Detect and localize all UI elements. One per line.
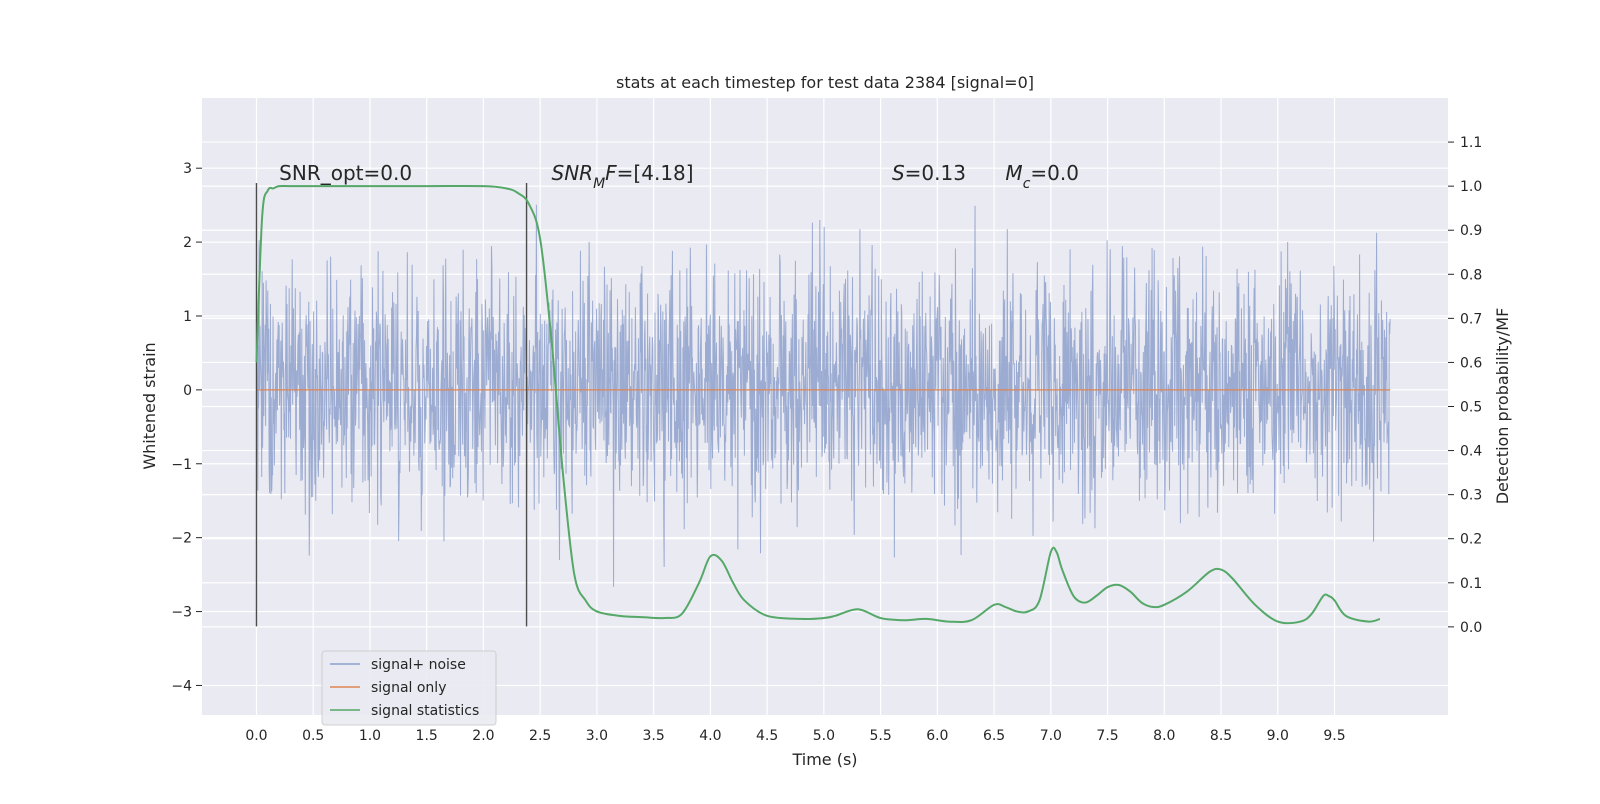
signal-statistics-series (255, 184, 1381, 625)
annotation-snr-opt: SNR_opt=0.0 (279, 161, 412, 185)
annotation-part: =0.13 (905, 161, 966, 185)
x-tick-label: 5.5 (869, 728, 891, 744)
y2-tick-label: 1.1 (1460, 135, 1482, 151)
y-axis-ticks: −4 −3 −2 −1 0 1 2 3 (171, 161, 202, 694)
x-tick-label: 9.0 (1267, 728, 1289, 744)
y2-tick-label: 0.0 (1460, 620, 1482, 636)
x-tick-label: 5.0 (813, 728, 835, 744)
annotation-part: S (892, 161, 905, 185)
signal-plus-noise-line (255, 204, 1391, 587)
x-tick-label: 4.0 (699, 728, 721, 744)
y-tick-label: 1 (183, 309, 192, 325)
y-tick-label: −1 (171, 457, 192, 473)
y2-axis-ticks: 0.0 0.1 0.2 0.3 0.4 0.5 0.6 0.7 0.8 0.9 1.0 1.1 (1448, 135, 1482, 636)
annotation-part: c (1023, 176, 1031, 192)
x-axis-ticks: 0.0 0.5 1.0 1.5 2.0 2.5 3.0 3.5 4.0 4.5 5.0 5.5 6.0 6… (245, 728, 1345, 744)
y-tick-label: −3 (171, 605, 192, 621)
y2-tick-label: 1.0 (1460, 179, 1482, 195)
y-tick-label: 3 (183, 161, 192, 177)
x-tick-label: 0.5 (302, 728, 324, 744)
annotation-snr-mf: SNRMF=[4.18] (552, 161, 694, 192)
x-tick-label: 7.0 (1040, 728, 1062, 744)
y2-tick-label: 0.9 (1460, 223, 1482, 239)
y2-tick-label: 0.7 (1460, 311, 1482, 327)
y2-tick-label: 0.1 (1460, 576, 1482, 592)
x-axis-label: Time (s) (791, 750, 857, 769)
annotation-part: M (593, 176, 605, 192)
x-tick-label: 8.5 (1210, 728, 1232, 744)
x-tick-label: 6.5 (983, 728, 1005, 744)
annotation-part: M (1005, 161, 1022, 185)
y2-tick-label: 0.2 (1460, 532, 1482, 548)
y-tick-label: −4 (171, 678, 192, 694)
y2-tick-label: 0.4 (1460, 444, 1482, 460)
x-tick-label: 3.0 (586, 728, 608, 744)
annotation-part: SNR_opt=0.0 (279, 161, 412, 185)
annotation-part: SNR (552, 161, 594, 185)
annotation-part: F (605, 161, 617, 185)
y-tick-label: 0 (183, 383, 192, 399)
annotation-part: =0.0 (1030, 161, 1079, 185)
vertical-markers (255, 182, 528, 627)
signal-statistics-line (255, 184, 1381, 625)
y2-axis-label: Detection probability/MF (1493, 308, 1512, 505)
x-tick-label: 7.5 (1096, 728, 1118, 744)
annotation-mc-value: Mc=0.0 (1005, 161, 1079, 192)
legend: signal+ noise signal only signal statist… (321, 650, 497, 726)
x-tick-label: 6.0 (926, 728, 948, 744)
legend-box (321, 650, 497, 726)
annotation-s-value: S=0.13 (892, 161, 966, 185)
y-tick-label: −2 (171, 531, 192, 547)
annotation-part: =[4.18] (617, 161, 694, 185)
annotations: SNR_opt=0.0 SNRMF=[4.18] S=0.13 Mc=0.0 (279, 161, 1079, 192)
y2-tick-label: 0.6 (1460, 355, 1482, 371)
y-tick-label: 2 (183, 235, 192, 251)
y2-tick-label: 0.8 (1460, 267, 1482, 283)
legend-label-statistics: signal statistics (371, 703, 479, 719)
y2-tick-label: 0.3 (1460, 488, 1482, 504)
legend-label-signal: signal only (371, 680, 446, 696)
x-tick-label: 9.5 (1323, 728, 1345, 744)
x-tick-label: 4.5 (756, 728, 778, 744)
x-tick-label: 8.0 (1153, 728, 1175, 744)
y2-tick-label: 0.5 (1460, 400, 1482, 416)
x-tick-label: 2.0 (472, 728, 494, 744)
signal-plus-noise-series (255, 204, 1391, 587)
x-tick-label: 1.5 (416, 728, 438, 744)
x-tick-label: 3.5 (643, 728, 665, 744)
legend-label-noise: signal+ noise (371, 657, 466, 673)
y-axis-label: Whitened strain (140, 342, 159, 469)
x-tick-label: 0.0 (245, 728, 267, 744)
x-tick-label: 1.0 (359, 728, 381, 744)
chart-title: stats at each timestep for test data 238… (616, 73, 1034, 92)
x-tick-label: 2.5 (529, 728, 551, 744)
